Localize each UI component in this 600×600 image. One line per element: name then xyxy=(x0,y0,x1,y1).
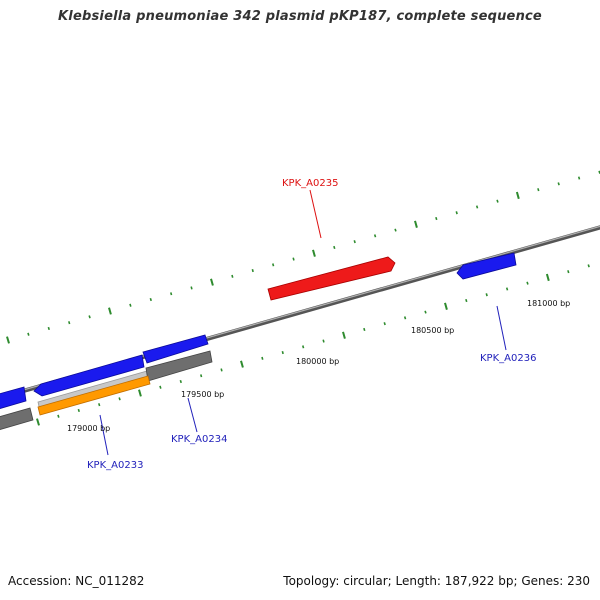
lower-tick xyxy=(545,273,550,282)
ruler-label-180000: 180000 bp xyxy=(296,357,339,366)
lower-tick xyxy=(179,379,182,384)
upper-tick xyxy=(129,303,132,307)
gene-arrow-left-edge xyxy=(0,386,27,409)
upper-tick xyxy=(455,211,458,215)
upper-tick xyxy=(292,257,295,261)
lower-tick xyxy=(444,302,448,310)
gene-label-kpk-a0236: KPK_A0236 xyxy=(480,353,536,364)
lower-tick xyxy=(403,316,407,320)
upper-tick xyxy=(414,220,418,228)
ruler-label-181000: 181000 bp xyxy=(527,299,570,308)
upper-tick xyxy=(6,336,10,344)
lower-tick xyxy=(200,374,203,378)
lower-tick xyxy=(261,356,264,360)
map-title: Klebsiella pneumoniae 342 plasmid pKP187… xyxy=(58,9,542,24)
upper-tick xyxy=(170,292,173,296)
ruler-label-180500: 180500 bp xyxy=(411,326,454,335)
upper-tick xyxy=(149,297,152,302)
leader-kpk-a0236 xyxy=(496,305,507,351)
upper-tick xyxy=(68,321,71,325)
leader-lines xyxy=(99,189,507,456)
lower-tick xyxy=(77,408,80,413)
upper-tick xyxy=(394,228,397,232)
lower-tick xyxy=(526,281,529,285)
upper-tick xyxy=(515,191,520,200)
lower-tick xyxy=(505,287,509,291)
upper-tick xyxy=(577,176,581,180)
lower-tick xyxy=(220,368,223,372)
upper-tick xyxy=(537,188,540,192)
ruler-label-179500: 179500 bp xyxy=(181,390,224,399)
upper-tick xyxy=(108,307,112,315)
gene-arrow-kpk-a0233 xyxy=(33,354,145,397)
gene-arrow-kpk-a0236 xyxy=(456,252,517,280)
upper-tick xyxy=(435,216,438,221)
upper-tick xyxy=(251,268,254,273)
gene-label-kpk-a0233: KPK_A0233 xyxy=(87,460,143,471)
lower-tick xyxy=(36,418,40,426)
upper-tick xyxy=(272,263,275,267)
left-gene-cluster xyxy=(0,334,209,409)
upper-tick xyxy=(557,182,560,186)
lower-tick xyxy=(485,293,488,297)
leader-kpk-a0235 xyxy=(309,189,322,239)
lower-tick xyxy=(342,331,346,339)
lower-tick xyxy=(465,298,468,303)
upper-tick xyxy=(496,199,499,203)
upper-tick xyxy=(312,249,316,257)
upper-tick xyxy=(27,332,30,336)
lower-tick xyxy=(363,327,366,332)
leader-kpk-a0233 xyxy=(99,414,109,456)
lower-tick xyxy=(322,339,325,343)
upper-tick xyxy=(333,245,336,250)
summary-text: Topology: circular; Length: 187,922 bp; … xyxy=(283,574,590,588)
orange-feature xyxy=(37,375,151,416)
lower-tick xyxy=(138,389,142,397)
gray-feature-left xyxy=(0,407,34,430)
gene-arrow-kpk-a0234 xyxy=(142,334,209,364)
lower-tick xyxy=(159,385,162,389)
upper-tick xyxy=(47,326,50,331)
lower-tick xyxy=(118,397,121,401)
upper-tick xyxy=(88,315,91,319)
gene-label-kpk-a0235: KPK_A0235 xyxy=(282,178,338,189)
gene-arrow-kpk-a0235 xyxy=(267,256,396,301)
upper-tick xyxy=(475,205,479,209)
lower-tick xyxy=(302,345,305,349)
leader-kpk-a0234 xyxy=(187,397,198,433)
lower-tick xyxy=(383,322,386,326)
upper-tick xyxy=(190,286,193,290)
lower-tick xyxy=(57,414,60,418)
upper-tick xyxy=(353,240,356,244)
lower-tick xyxy=(567,270,570,274)
upper-tick xyxy=(210,278,214,286)
lower-tick xyxy=(587,264,590,268)
gene-label-kpk-a0234: KPK_A0234 xyxy=(171,434,227,445)
upper-tick xyxy=(373,234,377,238)
lower-tick-row xyxy=(36,264,590,426)
upper-tick xyxy=(231,274,234,278)
accession-text: Accession: NC_011282 xyxy=(8,574,145,588)
lower-tick xyxy=(240,360,244,368)
lower-tick xyxy=(98,403,101,407)
upper-tick-row xyxy=(6,170,600,344)
lower-tick xyxy=(424,310,427,314)
lower-tick xyxy=(281,350,284,355)
ruler-label-179000: 179000 bp xyxy=(67,424,110,433)
